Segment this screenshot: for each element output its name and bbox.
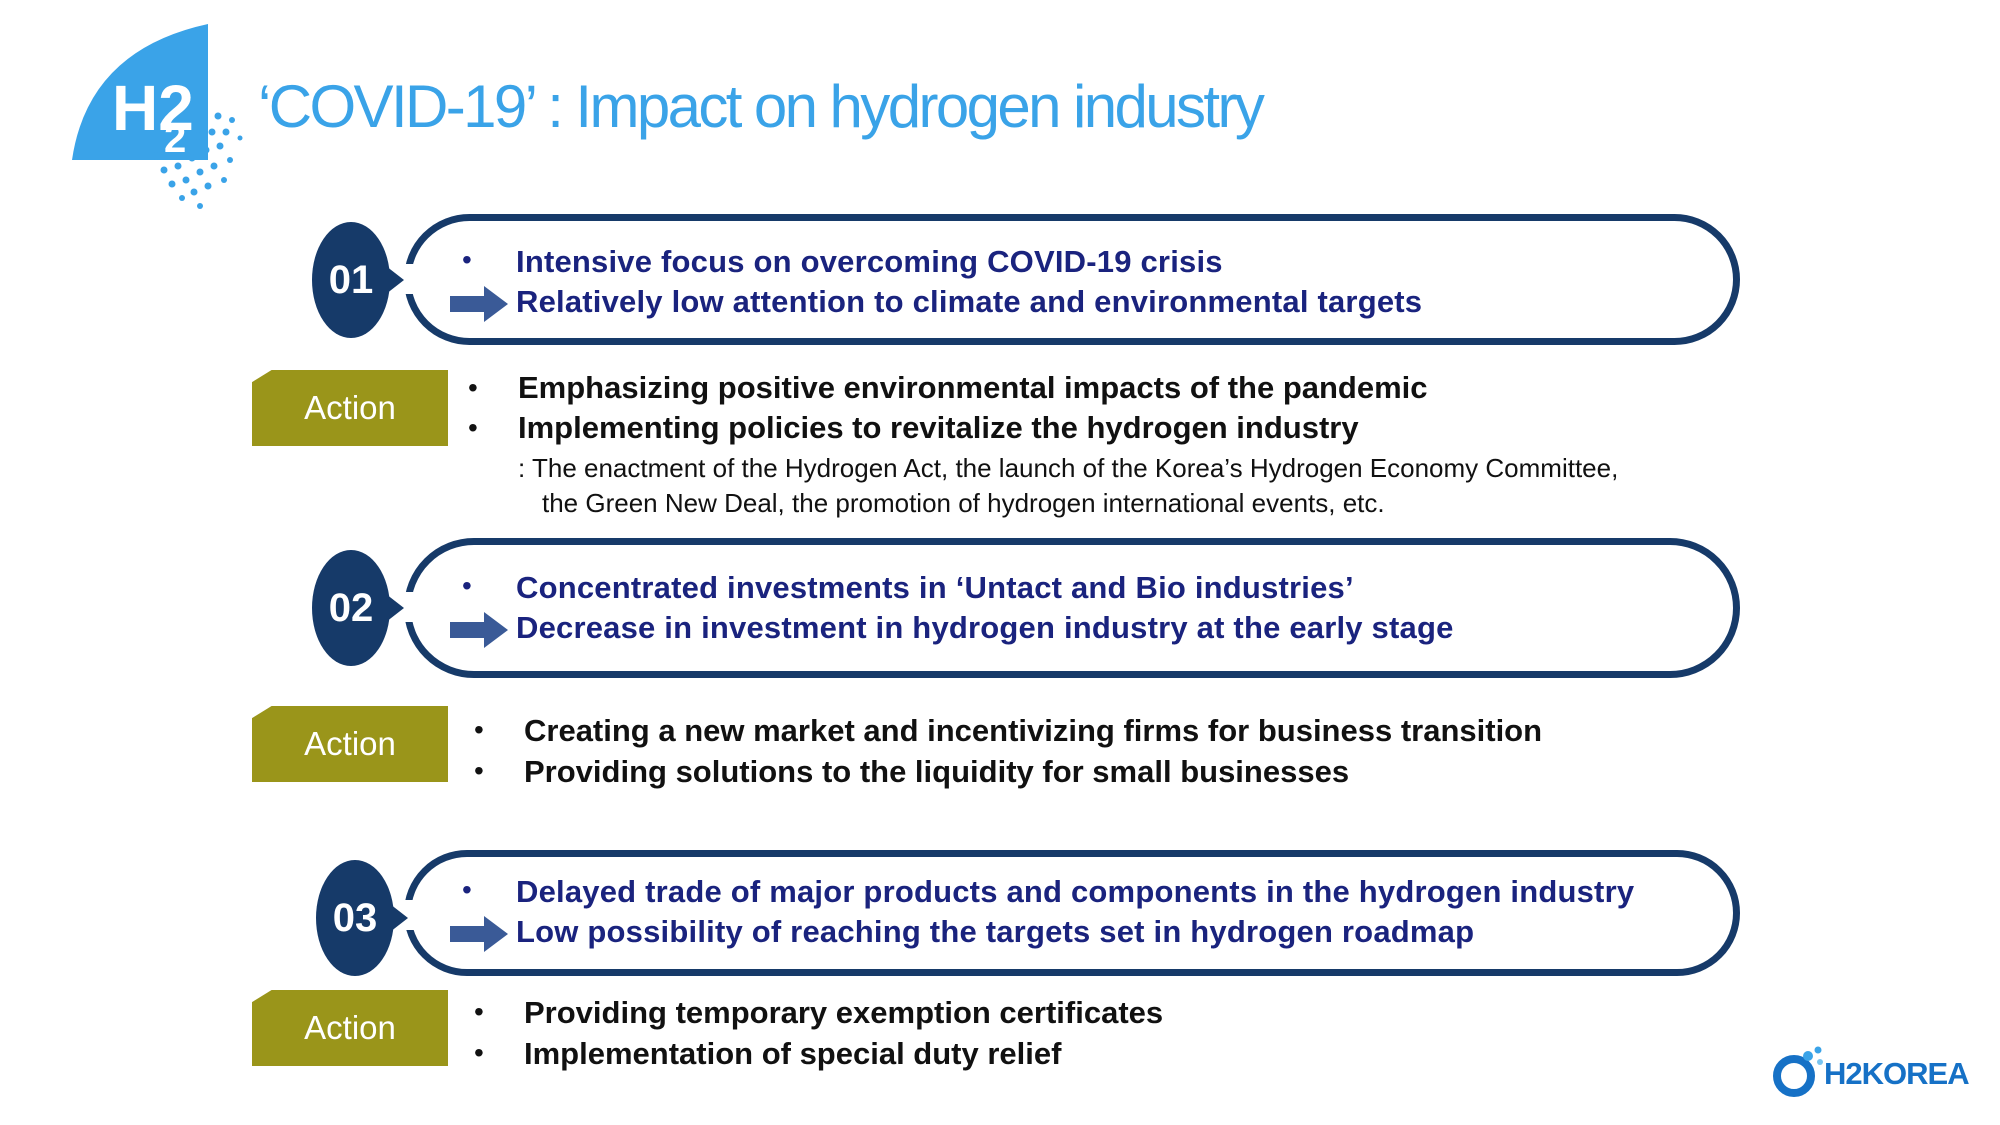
section-3-number: 03 [316,860,394,976]
arrow-right-icon [450,612,508,648]
action-1-item-2: Implementing policies to revitalize the … [518,410,1359,445]
section-2-bullet: Concentrated investments in ‘Untact and … [516,570,1354,605]
action-2-item-2: Providing solutions to the liquidity for… [524,754,1350,789]
bullet-dot: • [462,874,472,905]
action-1-item-1: Emphasizing positive environmental impac… [518,370,1428,405]
arrow-right-icon [450,916,508,952]
h2korea-logo-icon [1773,1046,1823,1097]
svg-text:2: 2 [164,117,186,161]
action-3-item-1: Providing temporary exemption certificat… [524,995,1164,1030]
arrow-right-icon [450,286,508,322]
action-1-note-cont: the Green New Deal, the promotion of hyd… [542,488,1385,518]
bullet-dot: • [468,372,478,403]
bullet-dot: • [474,1037,484,1068]
h2-logo-icon: H2 2 [72,24,243,209]
section-3-bullet: Delayed trade of major products and comp… [516,874,1635,909]
section-1-number: 01 [312,222,390,338]
h2korea-logo: H2KOREA [1768,1040,1970,1100]
section-2-number: 02 [312,550,390,666]
action-tag-2: Action [252,706,448,782]
brand-text: H2KOREA [1824,1056,1970,1091]
slide-title: ‘COVID-19’ : Impact on hydrogen industry [258,73,1265,140]
bullet-dot: • [462,570,472,601]
section-1-banner [404,214,1740,345]
bullet-dot: • [474,714,484,745]
action-1-note: : The enactment of the Hydrogen Act, the… [518,453,1619,483]
action-2-item-1: Creating a new market and incentivizing … [524,713,1543,748]
bullet-dot: • [468,412,478,443]
section-3-banner [404,850,1740,976]
section-2-result: Decrease in investment in hydrogen indus… [516,610,1454,645]
bullet-dot: • [462,244,472,275]
bullet-dot: • [474,996,484,1027]
section-1-result: Relatively low attention to climate and … [516,284,1423,319]
bullet-dot: • [474,755,484,786]
action-3-item-2: Implementation of special duty relief [524,1036,1062,1071]
section-3-result: Low possibility of reaching the targets … [516,914,1475,949]
action-tag-1: Action [252,370,448,446]
action-tag-3: Action [252,990,448,1066]
section-1-bullet: Intensive focus on overcoming COVID-19 c… [516,244,1223,279]
section-2-banner [404,538,1740,678]
svg-text:H2: H2 [112,72,194,144]
